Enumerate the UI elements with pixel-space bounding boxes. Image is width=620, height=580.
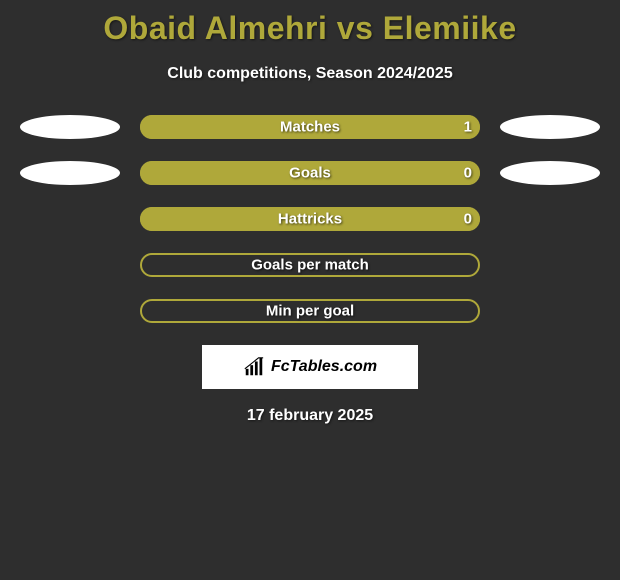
stat-bar: Goals per match: [140, 253, 480, 277]
stat-label: Goals per match: [251, 257, 369, 274]
stat-row: Goals 0: [0, 161, 620, 185]
stat-row: Min per goal: [0, 299, 620, 323]
stat-value: 1: [464, 119, 472, 136]
stat-label: Goals: [289, 165, 331, 182]
stat-bar: Matches 1: [140, 115, 480, 139]
left-ellipse: [20, 115, 120, 139]
page-date: 17 february 2025: [0, 407, 620, 425]
stat-label: Min per goal: [266, 303, 354, 320]
stat-row: Goals per match: [0, 253, 620, 277]
stat-row: Matches 1: [0, 115, 620, 139]
brand-label: FcTables.com: [271, 358, 377, 376]
stat-value: 0: [464, 211, 472, 228]
right-ellipse: [500, 161, 600, 185]
page-title: Obaid Almehri vs Elemiike: [0, 0, 620, 47]
bar-chart-icon: [243, 356, 265, 378]
right-ellipse: [500, 115, 600, 139]
stat-row: Hattricks 0: [0, 207, 620, 231]
left-ellipse: [20, 161, 120, 185]
stat-label: Hattricks: [278, 211, 342, 228]
stats-container: Matches 1 Goals 0 Hattricks 0 Goals per match M…: [0, 115, 620, 323]
stat-value: 0: [464, 165, 472, 182]
page-subtitle: Club competitions, Season 2024/2025: [0, 65, 620, 83]
stat-label: Matches: [280, 119, 340, 136]
stat-bar: Goals 0: [140, 161, 480, 185]
stat-bar: Min per goal: [140, 299, 480, 323]
brand-box[interactable]: FcTables.com: [202, 345, 418, 389]
stat-bar: Hattricks 0: [140, 207, 480, 231]
